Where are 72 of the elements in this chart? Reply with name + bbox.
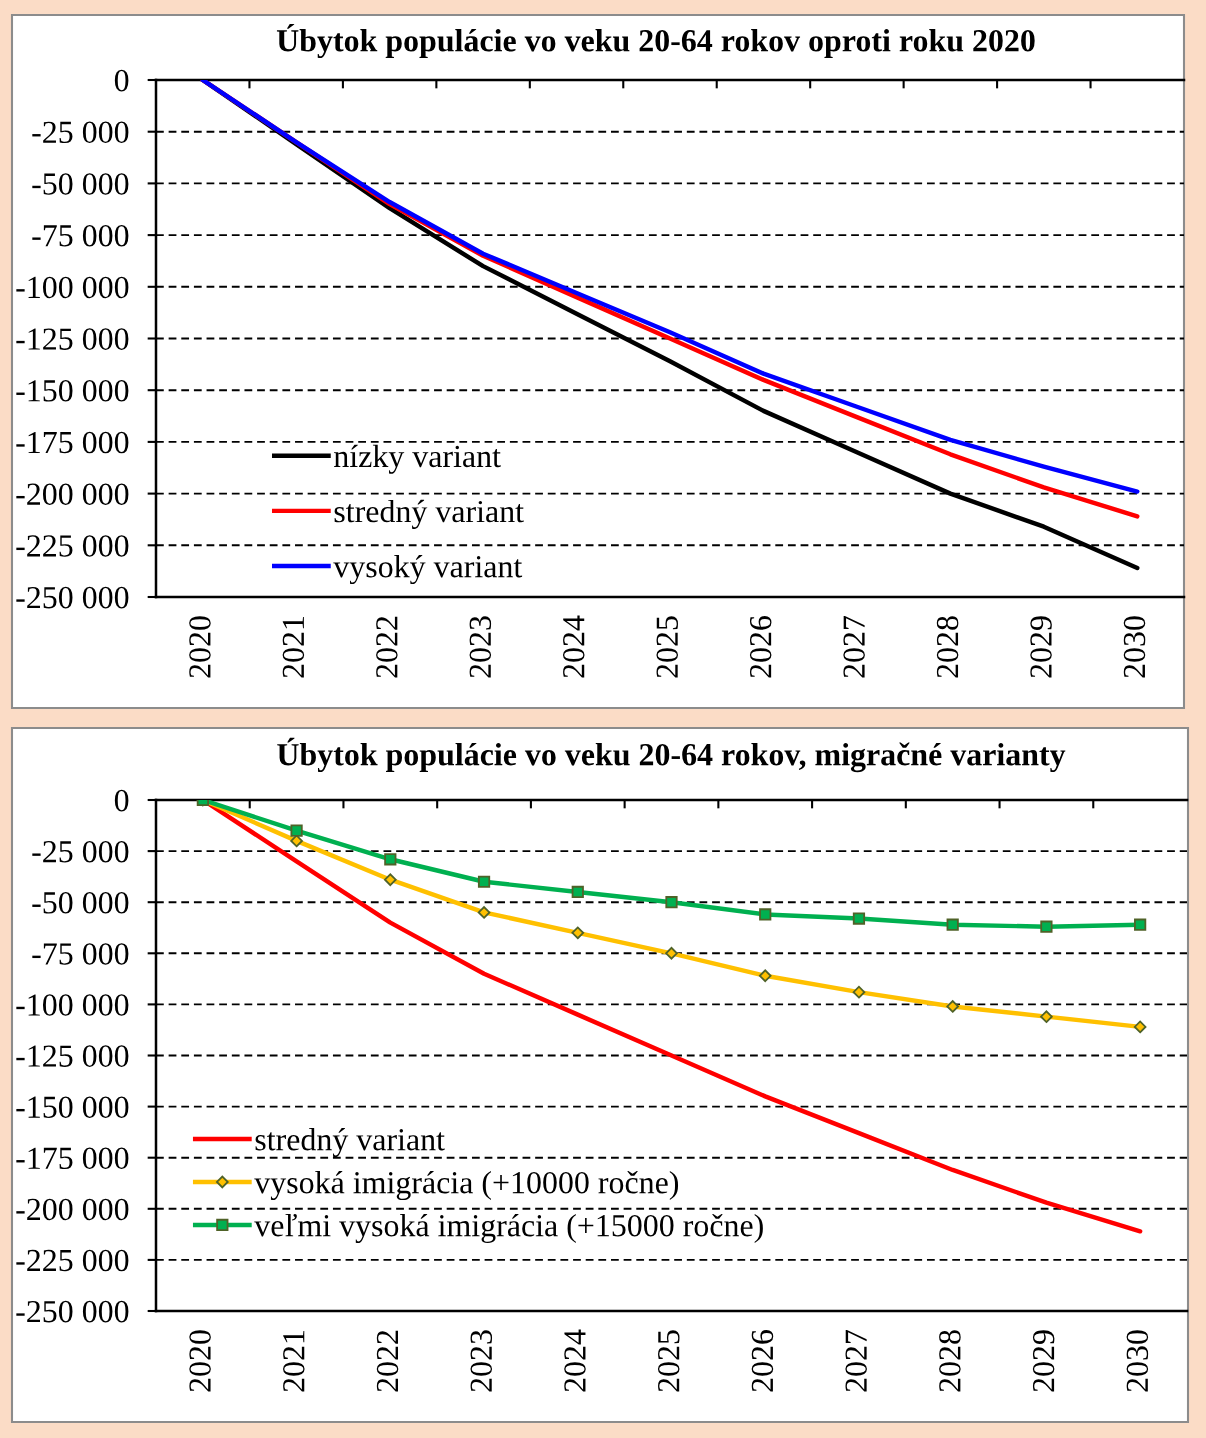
legend-label: veľmi vysoká imigrácia (+15000 ročne): [254, 1213, 763, 1244]
y-tick-label: -175 000: [16, 1147, 129, 1170]
chart-title: Úbytok populácie vo veku 20-64 rokov oproti roku 2020: [276, 23, 1035, 59]
point: [1133, 1020, 1147, 1034]
legend-label: stredný variant: [334, 499, 524, 529]
y-tick-label: -225 000: [16, 535, 129, 557]
y-tick-label: -225 000: [16, 1249, 129, 1272]
point: [477, 875, 491, 888]
y-tick-label: -200 000: [16, 483, 129, 505]
y-tick-label: 0: [114, 789, 129, 812]
legend-label: nízky variant: [334, 444, 501, 474]
point: [1040, 920, 1053, 933]
x-tick-label: 2025: [656, 616, 678, 678]
y-tick-label: -125 000: [16, 328, 129, 350]
y-tick-label: -100 000: [16, 994, 129, 1016]
point: [477, 906, 491, 919]
legend-label: stredný variant: [255, 1127, 445, 1158]
chart-title: Úbytok populácie vo veku 20-64 rokov, migračné varianty: [277, 737, 1066, 773]
point: [384, 873, 397, 887]
y-tick-label: -125 000: [16, 1045, 129, 1067]
point: [290, 834, 303, 848]
x-tick-label: 2024: [562, 615, 585, 678]
x-tick-label: 2027: [843, 615, 865, 678]
y-tick-label: 0: [114, 69, 129, 92]
y-tick-label: -150 000: [16, 380, 129, 402]
point: [1134, 918, 1147, 931]
legend-label: vysoký variant: [333, 554, 523, 585]
x-tick-label: 2028: [936, 616, 959, 678]
point: [665, 896, 678, 909]
x-tick-label: 2030: [1126, 1330, 1149, 1392]
point: [571, 926, 585, 940]
x-tick-label: 2020: [189, 616, 211, 678]
x-tick-label: 2029: [1032, 1330, 1055, 1392]
x-tick-label: 2022: [376, 1330, 399, 1392]
y-tick-label: -175 000: [16, 431, 129, 454]
y-tick-label: -25 000: [32, 121, 129, 144]
x-tick-label: 2025: [657, 1330, 680, 1392]
x-tick-label: 2026: [749, 616, 772, 678]
y-tick-label: -250 000: [16, 1300, 129, 1323]
x-tick-label: 2030: [1123, 616, 1146, 678]
point: [946, 918, 959, 931]
x-tick-label: 2021: [283, 1330, 305, 1392]
y-tick-label: -75 000: [32, 224, 129, 247]
point: [290, 824, 303, 837]
y-tick-label: -150 000: [16, 1096, 129, 1118]
point: [852, 985, 866, 999]
legend-label: vysoká imigrácia (+10000 ročne): [254, 1170, 679, 1201]
y-tick-label: -200 000: [16, 1198, 129, 1221]
point: [758, 969, 772, 983]
point: [665, 946, 678, 960]
y-tick-label: -75 000: [32, 943, 129, 965]
x-tick-label: 2022: [376, 616, 398, 678]
x-tick-label: 2027: [845, 1329, 867, 1392]
y-tick-label: -25 000: [32, 840, 129, 863]
x-tick-label: 2023: [469, 616, 492, 678]
y-tick-label: -250 000: [16, 586, 129, 609]
point: [384, 853, 397, 866]
x-tick-label: 2023: [470, 1330, 493, 1392]
point: [1040, 1010, 1053, 1023]
point: [852, 912, 866, 925]
x-tick-label: 2029: [1030, 616, 1052, 678]
x-tick-label: 2020: [189, 1330, 211, 1392]
point: [759, 908, 772, 921]
y-tick-label: -100 000: [16, 276, 129, 299]
y-tick-label: -50 000: [32, 892, 129, 914]
x-tick-label: 2028: [939, 1330, 961, 1392]
x-tick-label: 2024: [564, 1329, 586, 1392]
x-tick-label: 2026: [751, 1330, 774, 1392]
point: [571, 885, 584, 899]
x-tick-label: 2021: [282, 616, 305, 678]
point: [946, 1000, 959, 1013]
y-tick-label: -50 000: [32, 173, 129, 195]
